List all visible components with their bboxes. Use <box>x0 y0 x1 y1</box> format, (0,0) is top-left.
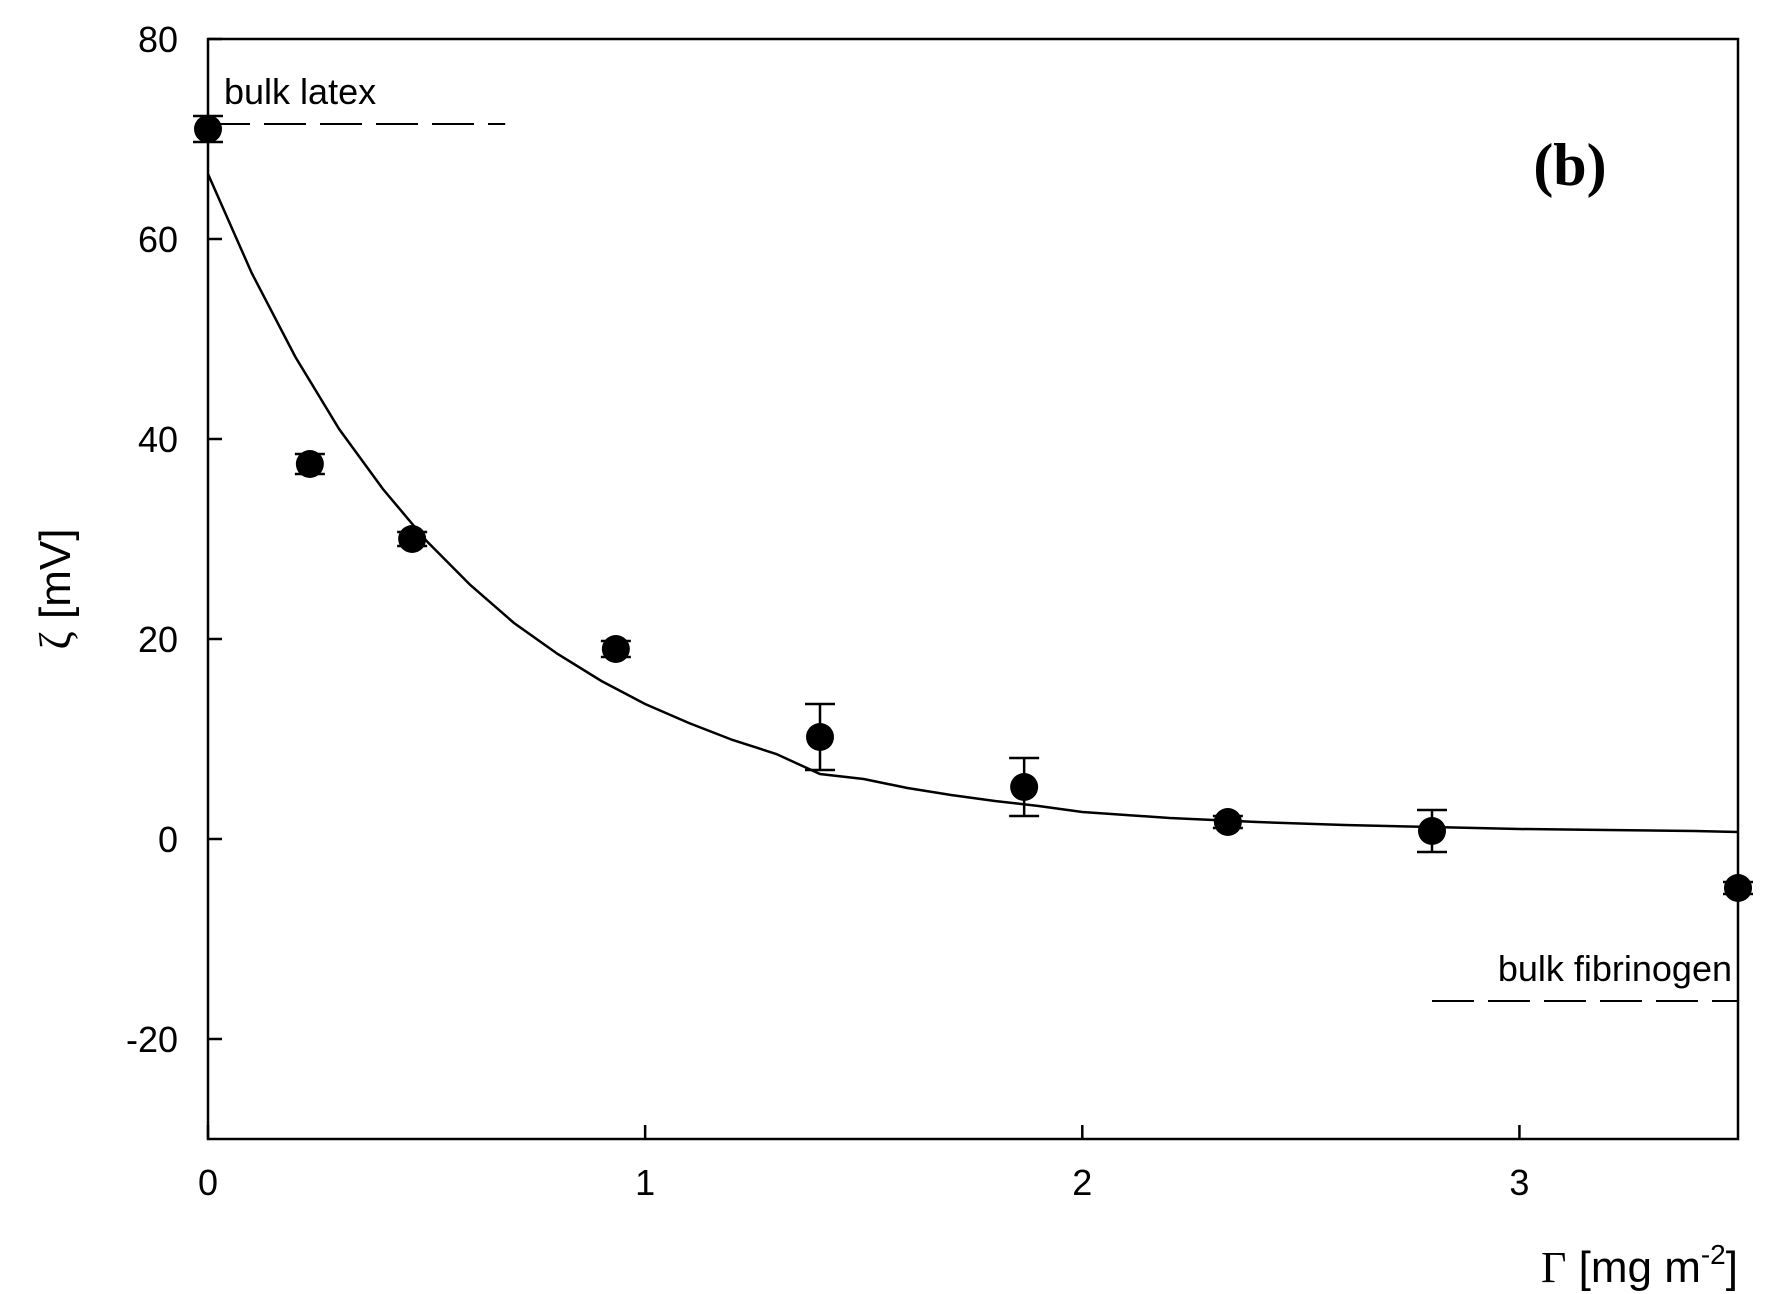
y-tick-label: 40 <box>138 419 178 460</box>
x-axis-title: Γ [mg m-2] <box>1541 1239 1738 1292</box>
panel-label: (b) <box>1533 132 1606 198</box>
y-axis-title: ζ [mV] <box>31 529 80 650</box>
fit-curve <box>206 173 1739 834</box>
data-point <box>1723 874 1753 902</box>
y-tick-label: 60 <box>138 219 178 260</box>
data-point <box>805 702 835 772</box>
x-axis-title-sup: -2 <box>1701 1239 1726 1270</box>
data-marker <box>806 723 834 751</box>
y-tick-label: 80 <box>138 19 178 60</box>
x-tick-label: 0 <box>198 1162 218 1203</box>
data-marker <box>601 635 630 663</box>
reference-line-label: bulk fibrinogen <box>1498 948 1732 989</box>
data-marker <box>398 525 427 553</box>
y-tick-label: -20 <box>126 1019 178 1060</box>
data-marker <box>1724 874 1752 902</box>
data-point <box>600 635 631 663</box>
y-tick-label: 20 <box>138 619 178 660</box>
x-axis: 0 1 2 3 <box>198 1125 1529 1203</box>
y-tick-label: 0 <box>158 819 178 860</box>
y-axis: -20 0 20 40 60 80 <box>126 19 222 1060</box>
y-axis-title-text: [mV] <box>31 529 80 632</box>
reference-line-label: bulk latex <box>224 71 376 112</box>
x-tick-label: 2 <box>1072 1162 1092 1203</box>
data-point <box>1212 808 1243 836</box>
data-points-group <box>193 114 1753 902</box>
x-axis-title-close: ] <box>1726 1243 1738 1292</box>
data-point <box>193 114 223 144</box>
plot-frame <box>206 37 1740 1141</box>
reference-lines: bulk latex bulk fibrinogen <box>208 71 1738 1002</box>
data-marker <box>295 450 324 478</box>
x-axis-symbol: Γ <box>1541 1243 1566 1292</box>
y-axis-symbol: ζ <box>31 631 80 649</box>
data-marker <box>1010 773 1039 801</box>
x-tick-label: 3 <box>1509 1162 1529 1203</box>
data-point <box>397 525 428 553</box>
x-axis-title-text: [mg m <box>1566 1243 1700 1292</box>
x-tick-label: 1 <box>635 1162 655 1203</box>
data-marker <box>1213 808 1242 836</box>
data-point <box>1417 808 1447 854</box>
data-point <box>294 450 325 478</box>
data-point <box>1009 756 1040 818</box>
data-marker <box>1418 817 1446 845</box>
data-marker <box>194 115 222 143</box>
fit-curve-group <box>206 173 1739 834</box>
